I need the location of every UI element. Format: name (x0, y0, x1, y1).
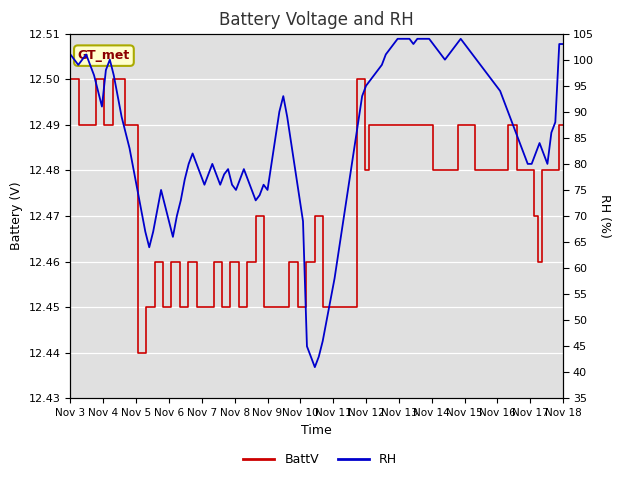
Legend: BattV, RH: BattV, RH (238, 448, 402, 471)
Title: Battery Voltage and RH: Battery Voltage and RH (220, 11, 414, 29)
Text: GT_met: GT_met (78, 49, 130, 62)
Y-axis label: Battery (V): Battery (V) (10, 182, 23, 250)
X-axis label: Time: Time (301, 424, 332, 437)
Y-axis label: RH (%): RH (%) (598, 194, 611, 238)
